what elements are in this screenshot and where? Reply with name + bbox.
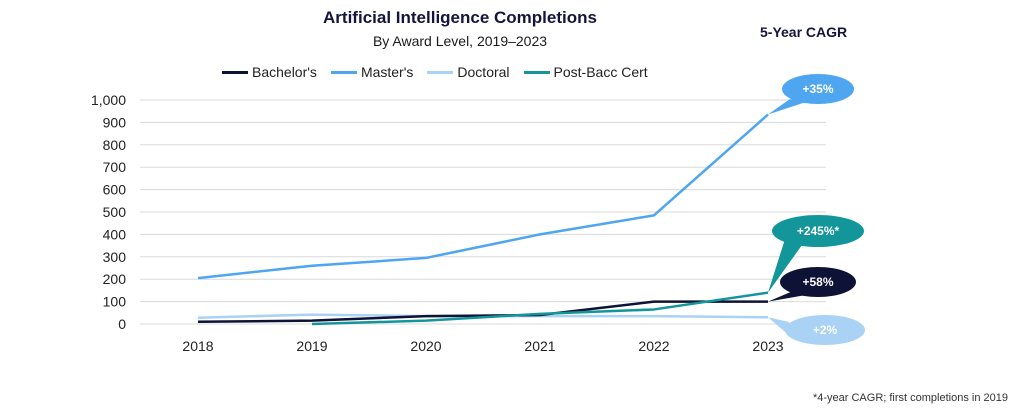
cagr-callout-label: +245%* (797, 224, 840, 238)
legend-swatch (523, 70, 550, 74)
y-tick-label: 700 (103, 159, 127, 175)
y-tick-label: 200 (103, 271, 127, 287)
legend-label: Doctoral (457, 64, 510, 80)
x-tick-label: 2022 (638, 338, 669, 354)
cagr-callout-bubble (772, 215, 864, 247)
y-tick-label: 900 (103, 114, 127, 130)
y-tick-label: 100 (103, 294, 127, 310)
legend-item-doctoral: Doctoral (427, 64, 510, 80)
x-tick-label: 2018 (182, 338, 213, 354)
cagr-callout-bubble (782, 74, 854, 104)
legend-item-masters: Master's (330, 64, 414, 80)
y-tick-label: 300 (103, 249, 127, 265)
x-tick-label: 2020 (410, 338, 441, 354)
footnote: *4-year CAGR; first completions in 2019 (812, 392, 1008, 404)
y-tick-label: 500 (103, 204, 127, 220)
legend-swatch (222, 70, 248, 74)
series-line-bachelor-s (197, 300, 768, 324)
callout-tail (768, 317, 790, 336)
legend: Bachelor's Master's Doctoral Post-Bacc C… (222, 64, 648, 80)
x-tick-label: 2019 (296, 338, 327, 354)
cagr-callout-label: +2% (813, 323, 838, 337)
chart-title: Artificial Intelligence Completions (323, 8, 597, 27)
y-tick-label: 0 (118, 316, 126, 332)
legend-item-post-bacc: Post-Bacc Cert (523, 64, 648, 80)
y-tick-label: 1,000 (91, 92, 126, 108)
legend-label: Master's (360, 64, 414, 80)
callout-tail (768, 99, 806, 115)
x-tick-label: 2023 (752, 338, 783, 354)
y-tick-label: 400 (103, 226, 127, 242)
legend-label: Post-Bacc Cert (553, 64, 648, 80)
x-tick-label: 2021 (524, 338, 555, 354)
series-line-post-bacc-cert (311, 291, 769, 326)
callout-tail (768, 239, 802, 293)
cagr-callout-label: +35% (802, 82, 833, 96)
legend-label: Bachelor's (252, 64, 317, 80)
y-tick-label: 600 (103, 182, 127, 198)
chart-subtitle: By Award Level, 2019–2023 (372, 33, 548, 49)
legend-swatch (427, 70, 454, 74)
cagr-callout-bubble (785, 315, 865, 345)
y-tick-label: 800 (103, 137, 127, 153)
series-line-master-s (197, 113, 769, 280)
legend-swatch (330, 70, 357, 74)
cagr-callout-bubble (780, 267, 856, 297)
cagr-callout-label: +58% (802, 275, 833, 289)
cagr-heading: 5-Year CAGR (760, 24, 848, 40)
legend-item-bachelors: Bachelor's (222, 64, 317, 80)
